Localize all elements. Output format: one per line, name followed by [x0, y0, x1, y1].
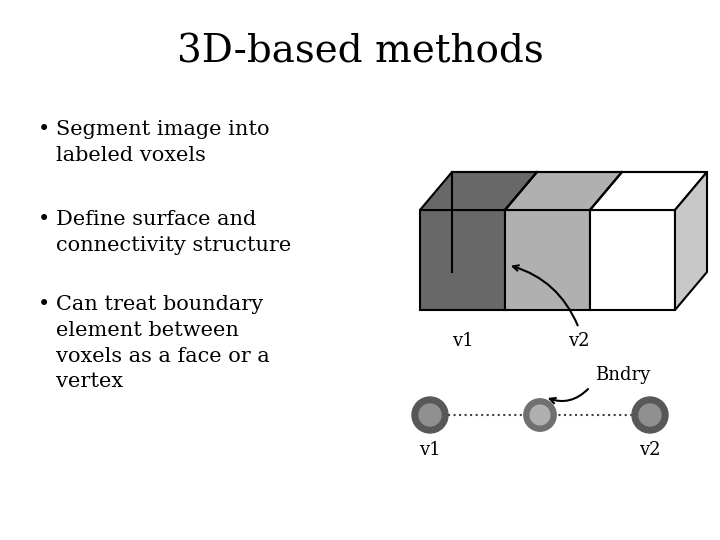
Text: v1: v1	[419, 441, 441, 459]
Circle shape	[412, 397, 448, 433]
Text: Can treat boundary
element between
voxels as a face or a
vertex: Can treat boundary element between voxel…	[56, 295, 270, 392]
Polygon shape	[420, 172, 537, 210]
Text: •: •	[38, 210, 50, 229]
Circle shape	[639, 403, 662, 427]
Circle shape	[418, 403, 441, 427]
Circle shape	[523, 399, 557, 431]
Polygon shape	[420, 210, 505, 310]
Text: Segment image into
labeled voxels: Segment image into labeled voxels	[56, 120, 269, 165]
Polygon shape	[590, 172, 707, 210]
Text: •: •	[38, 295, 50, 314]
Polygon shape	[505, 210, 590, 310]
Polygon shape	[675, 172, 707, 310]
Text: •: •	[38, 120, 50, 139]
Polygon shape	[590, 210, 675, 310]
Circle shape	[529, 404, 551, 426]
Circle shape	[632, 397, 668, 433]
Text: v2: v2	[568, 332, 590, 350]
Text: Define surface and
connectivity structure: Define surface and connectivity structur…	[56, 210, 292, 255]
Text: 3D-based methods: 3D-based methods	[176, 33, 544, 71]
Text: Bndry: Bndry	[595, 366, 650, 384]
Text: v1: v1	[451, 332, 473, 350]
Text: v2: v2	[639, 441, 661, 459]
Polygon shape	[505, 172, 622, 210]
